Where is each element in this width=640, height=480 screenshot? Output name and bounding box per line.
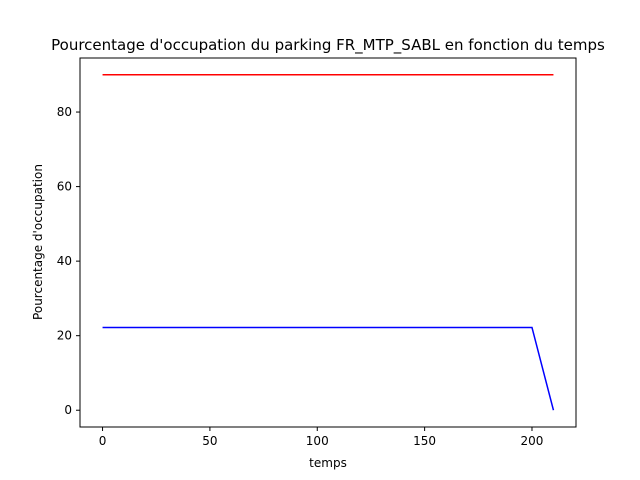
- y-tick-label: 20: [57, 329, 72, 343]
- y-tick-label: 60: [57, 180, 72, 194]
- x-tick-label: 50: [202, 434, 217, 448]
- chart-title: Pourcentage d'occupation du parking FR_M…: [51, 36, 605, 55]
- x-tick-label: 100: [306, 434, 329, 448]
- y-tick-label: 40: [57, 254, 72, 268]
- x-axis-ticks: 0 50 100 150 200: [99, 427, 544, 448]
- x-tick-label: 0: [99, 434, 107, 448]
- plot-area: 0 50 100 150 200 0 20 40 60 80: [57, 57, 577, 448]
- y-tick-label: 0: [64, 403, 72, 417]
- y-axis-ticks: 0 20 40 60 80: [57, 105, 80, 417]
- y-axis-label: Pourcentage d'occupation: [31, 164, 45, 320]
- plot-frame: [79, 57, 577, 428]
- x-tick-label: 200: [521, 434, 544, 448]
- series-line-1: [102, 326, 555, 411]
- y-tick-label: 80: [57, 105, 72, 119]
- series-layer: [102, 74, 555, 411]
- x-axis-label: temps: [309, 456, 347, 470]
- x-tick-label: 150: [413, 434, 436, 448]
